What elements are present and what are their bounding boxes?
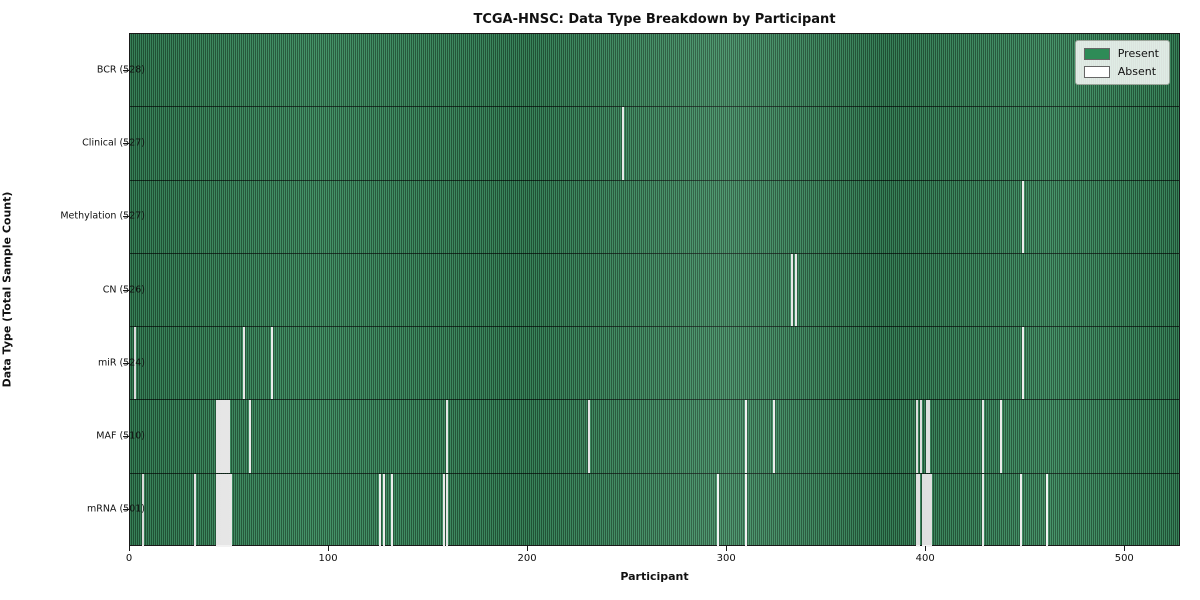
absent-marker (926, 473, 929, 547)
absent-marker (225, 473, 228, 547)
absent-marker (442, 473, 445, 547)
x-tick-mark (925, 546, 927, 551)
absent-marker (928, 473, 931, 547)
absent-marker (446, 473, 449, 547)
absent-marker (926, 400, 929, 473)
y-tick-mark (123, 216, 129, 218)
y-tick-mark (123, 362, 129, 364)
absent-marker (446, 400, 449, 473)
absent-marker (225, 400, 228, 473)
x-tick-label-200: 200 (517, 553, 537, 564)
row-band-BCR (130, 34, 1179, 108)
absent-marker (928, 400, 931, 473)
x-tick-label-300: 300 (716, 553, 736, 564)
absent-marker (227, 473, 230, 547)
absent-marker (790, 253, 793, 327)
absent-marker (193, 473, 196, 547)
row-band-miR (130, 327, 1179, 401)
legend-item-absent: Absent (1083, 65, 1159, 78)
x-tick-mark (527, 546, 529, 551)
absent-marker (382, 473, 385, 547)
row-band-CN (130, 253, 1179, 328)
y-tick-label-Clinical: Clinical (527) (82, 137, 145, 149)
absent-marker (223, 473, 226, 547)
y-tick-mark (123, 69, 129, 71)
absent-marker (219, 473, 222, 547)
absent-marker (215, 400, 218, 473)
x-tick-mark (129, 546, 130, 551)
absent-marker (1021, 180, 1024, 253)
y-tick-label-BCR: BCR (528) (96, 64, 145, 76)
absent-marker (918, 473, 921, 547)
x-tick-label-400: 400 (915, 553, 935, 564)
x-axis-label: Participant (620, 570, 689, 583)
y-tick-label-miR: miR (524) (97, 357, 145, 369)
absent-marker (772, 400, 775, 473)
absent-marker (999, 400, 1002, 473)
y-tick-label-Methylation: Methylation (527) (60, 210, 145, 222)
absent-marker (219, 400, 222, 473)
legend-label: Present (1117, 47, 1159, 60)
y-tick-mark (123, 436, 129, 438)
absent-marker (924, 473, 927, 547)
x-tick-mark (328, 546, 330, 551)
y-tick-label-mRNA: mRNA (501) (86, 503, 145, 515)
absent-marker (243, 327, 246, 400)
absent-marker (221, 400, 224, 473)
absent-marker (229, 473, 232, 547)
legend: Present Absent (1074, 40, 1170, 85)
absent-marker (271, 327, 274, 400)
x-tick-mark (726, 546, 728, 551)
absent-marker (587, 400, 590, 473)
absent-marker (223, 400, 226, 473)
absent-marker (378, 473, 381, 547)
y-tick-mark (123, 289, 129, 291)
absent-marker (745, 400, 748, 473)
row-band-MAF (130, 400, 1179, 474)
y-tick-mark (123, 509, 129, 511)
absent-marker (916, 400, 919, 473)
absent-marker (922, 473, 925, 547)
absent-marker (920, 400, 923, 473)
legend-swatch-absent (1083, 65, 1110, 78)
absent-marker (390, 473, 393, 547)
absent-marker (794, 253, 797, 327)
y-tick-label-MAF: MAF (510) (96, 430, 145, 442)
absent-marker (981, 400, 984, 473)
y-axis-label: Data Type (Total Sample Count) (0, 191, 14, 388)
absent-marker (717, 473, 720, 547)
x-tick-label-0: 0 (125, 553, 133, 564)
row-band-mRNA (130, 473, 1179, 547)
absent-marker (215, 473, 218, 547)
absent-marker (217, 473, 220, 547)
legend-swatch-present (1083, 47, 1110, 60)
absent-marker (1019, 473, 1022, 547)
plot-area: Present Absent (129, 33, 1180, 547)
legend-item-present: Present (1083, 47, 1159, 60)
absent-marker (133, 327, 136, 400)
absent-marker (930, 473, 933, 547)
absent-marker (1021, 327, 1024, 400)
x-tick-label-500: 500 (1114, 553, 1134, 564)
chart-title: TCGA-HNSC: Data Type Breakdown by Partic… (473, 12, 836, 27)
x-tick-label-100: 100 (318, 553, 338, 564)
absent-marker (1045, 473, 1048, 547)
x-tick-mark (1124, 546, 1126, 551)
absent-marker (141, 473, 144, 547)
absent-marker (221, 473, 224, 547)
absent-marker (249, 400, 252, 473)
absent-marker (621, 107, 624, 180)
absent-marker (981, 473, 984, 547)
row-band-Clinical (130, 107, 1179, 181)
y-tick-mark (123, 142, 129, 144)
absent-marker (916, 473, 919, 547)
absent-marker (227, 400, 230, 473)
absent-marker (745, 473, 748, 547)
absent-marker (217, 400, 220, 473)
legend-label: Absent (1117, 65, 1157, 78)
row-band-Methylation (130, 180, 1179, 254)
